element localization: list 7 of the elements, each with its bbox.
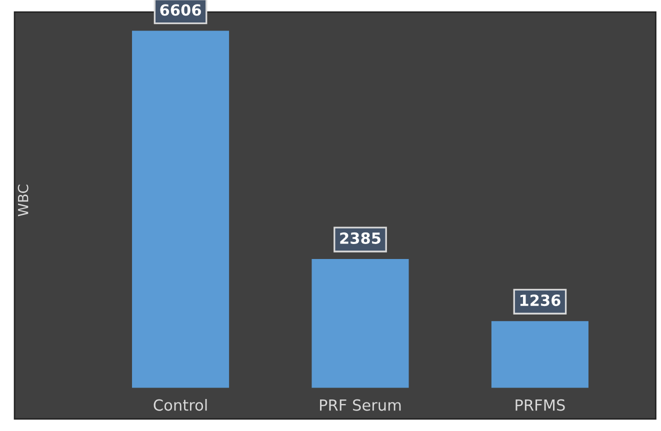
x-tick-label: Control [154, 399, 207, 411]
data-label: 1236 [520, 294, 560, 306]
data-label: 2385 [340, 232, 380, 244]
x-tick-label: PRFMS [516, 399, 565, 411]
data-label: 6606 [160, 4, 201, 16]
x-tick-label: PRF Serum [320, 399, 401, 411]
y-axis-title: WBC [18, 184, 28, 216]
